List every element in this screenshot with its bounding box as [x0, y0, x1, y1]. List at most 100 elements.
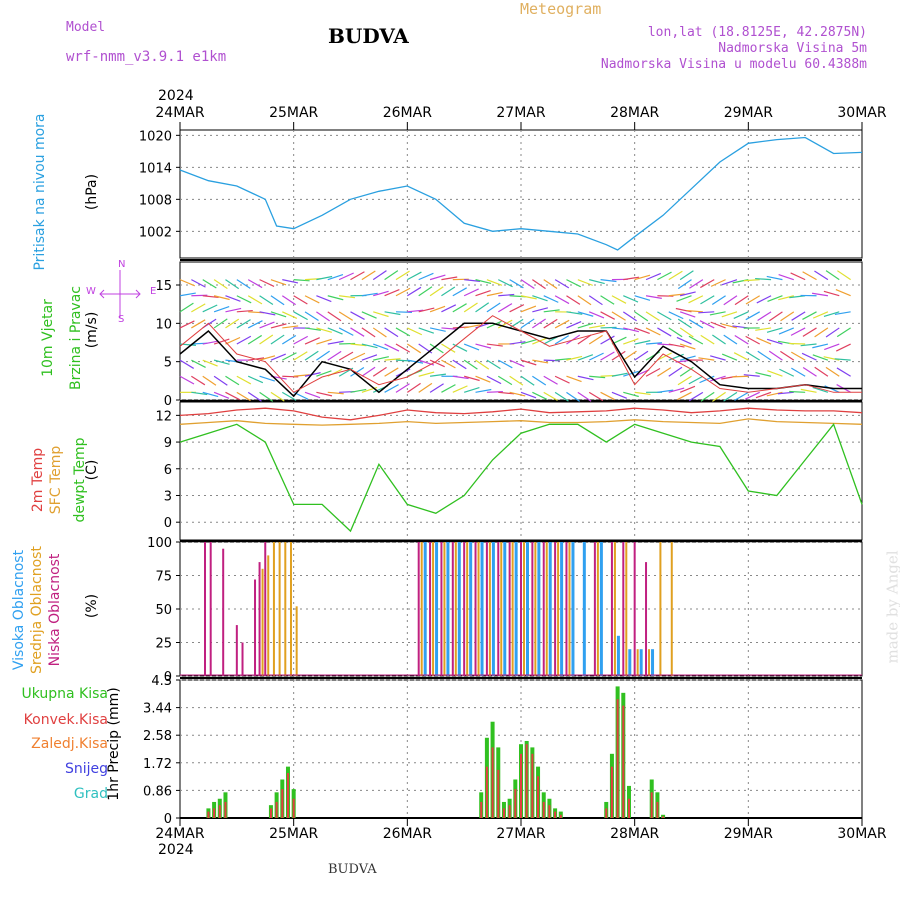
convective-precip-bar [622, 705, 625, 818]
wind-arrow [475, 289, 491, 297]
low-cloud-bar [474, 542, 477, 676]
wind-arrow [623, 327, 639, 333]
low-cloud-bar [235, 625, 238, 676]
wind-arrow [350, 311, 365, 320]
y-tick-label: 0 [164, 812, 172, 827]
wind-arrow [270, 311, 287, 318]
wind-arrow [589, 375, 606, 379]
convective-precip-bar [616, 699, 619, 818]
wind-gust-line [179, 315, 862, 393]
wind-arrow [711, 295, 726, 306]
wind-arrow [825, 270, 840, 281]
wind-arrow [834, 358, 851, 361]
compass-s: S [118, 314, 125, 325]
y-tick-label: 1008 [139, 193, 172, 208]
wind-arrow [543, 391, 558, 401]
wind-arrow [721, 353, 738, 361]
wind-arrow [202, 391, 219, 398]
wind-arrow [532, 359, 549, 364]
wind-arrow [463, 386, 480, 393]
wind-arrow [766, 391, 783, 397]
x-tick-label-top: 28MAR [610, 105, 659, 121]
wind-arrow [373, 290, 389, 297]
wind-arrow [327, 274, 344, 281]
wind-arrow [191, 294, 208, 297]
wind-arrow [395, 383, 410, 393]
wind-arrow [179, 359, 194, 369]
wind-arrow [429, 327, 446, 332]
mid-cloud-bar [557, 542, 560, 676]
lonlat-info: lon,lat (18.8125E, 42.2875N) [647, 25, 867, 40]
mid-cloud-bar [545, 542, 548, 676]
high-cloud-bar [628, 649, 632, 676]
precip-legend-snow: Snijeg [64, 761, 108, 777]
wind-arrow [520, 295, 537, 300]
wind-arrow [577, 354, 594, 361]
wind-arrow [395, 343, 411, 353]
wind-arrow [812, 354, 829, 361]
wind-arrow [577, 391, 592, 402]
wind-arrow [554, 375, 570, 384]
high-cloud-bar [469, 542, 473, 676]
wind-arrow [712, 334, 726, 345]
wind-arrow [611, 327, 628, 331]
wind-arrow [543, 359, 560, 362]
y-tick-label: 15 [155, 279, 172, 294]
wind-arrow [282, 311, 298, 319]
wind-arrow [225, 279, 240, 290]
convective-precip-bar [218, 805, 221, 818]
low-cloud-bar [485, 542, 488, 676]
wind-arrow [350, 271, 365, 281]
x-tick-label-bottom: 25MAR [269, 826, 318, 842]
wind-arrow [395, 311, 412, 313]
wind-arrow [520, 279, 535, 289]
wind-arrow [554, 391, 569, 402]
wind-arrow [622, 311, 637, 322]
wind-arrow [791, 311, 806, 321]
wind-arrow [668, 293, 685, 297]
sfc-temp-line [179, 418, 863, 426]
precip-legend-total: Ukupna Kisa [21, 686, 108, 702]
wind-arrow [812, 311, 829, 319]
wind-arrow [600, 351, 615, 361]
model-elevation-info: Nadmorska Visina u modelu 60.4388m [600, 57, 867, 72]
wind-arrow [475, 375, 491, 383]
wind-arrow [191, 375, 206, 386]
wind-arrow [745, 391, 760, 400]
wind-arrow [498, 391, 515, 395]
wind-arrow [699, 320, 715, 329]
wind-arrow [732, 375, 749, 378]
low-cloud-bar [554, 542, 557, 676]
high-cloud-bar [435, 542, 439, 676]
wind-arrow [709, 311, 726, 316]
low-cloud-bar [429, 542, 432, 676]
mid-cloud-bar [278, 542, 281, 676]
wind-arrow [407, 359, 424, 364]
wind-arrow [418, 327, 435, 334]
wind-arrow [543, 279, 558, 289]
wind-arrow [676, 295, 692, 302]
y-tick-label: 1014 [139, 161, 172, 176]
convective-precip-bar [548, 805, 551, 818]
wind-arrow [316, 370, 332, 377]
mid-cloud-bar [500, 542, 503, 676]
wind-arrow [293, 335, 309, 345]
wind-arrow [600, 326, 617, 329]
wind-arrow [281, 391, 297, 401]
low-cloud-bar [440, 542, 443, 676]
mid-cloud-bar [420, 542, 423, 676]
wind-arrow [475, 279, 492, 285]
wind-arrow [441, 276, 458, 281]
wind-arrow [281, 295, 296, 306]
wind-arrow [768, 311, 783, 322]
wind-arrow [835, 289, 851, 297]
wind-arrow [486, 279, 503, 286]
wind-arrow [802, 271, 817, 281]
wind-arrow [372, 366, 387, 377]
wind-arrow [698, 311, 715, 314]
y-tick-label: 2.58 [143, 729, 172, 744]
wind-arrow [361, 366, 376, 377]
wind-arrow [270, 323, 287, 329]
wind-arrow [634, 311, 649, 322]
